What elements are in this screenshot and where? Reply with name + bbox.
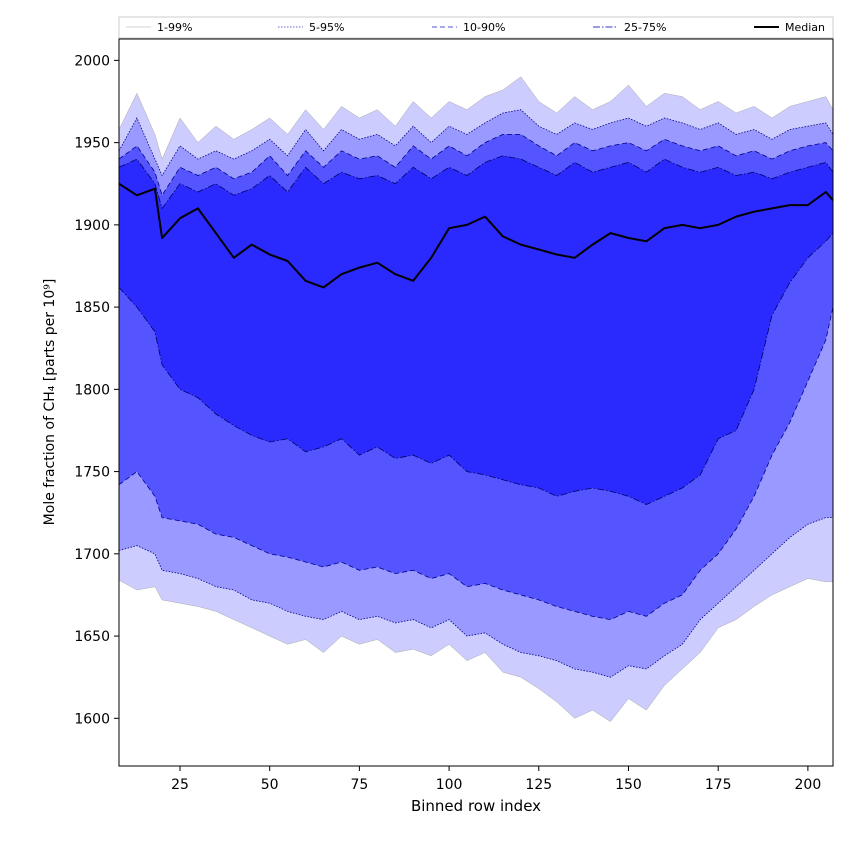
legend-label: 5-95%: [309, 21, 344, 34]
x-tick-label: 200: [795, 777, 822, 793]
y-tick-label: 2000: [74, 53, 110, 69]
x-tick-label: 100: [436, 777, 463, 793]
median-line: [118, 182, 834, 289]
x-tick-label: 150: [615, 777, 642, 793]
y-tick-label: 1650: [74, 629, 110, 645]
x-tick-label: 50: [261, 777, 279, 793]
band-edge-upper-25-75pct: [118, 155, 834, 210]
y-tick-label: 1850: [74, 300, 110, 316]
x-tick-label: 75: [350, 777, 368, 793]
median-layer: [118, 182, 834, 289]
legend-box: [118, 16, 834, 39]
x-tick-label: 25: [171, 777, 189, 793]
band-edge-lower-10-90pct: [118, 307, 834, 621]
x-tick-label: 175: [705, 777, 732, 793]
edge-layer: [118, 76, 834, 722]
band-edge-upper-1-99pct: [118, 76, 834, 160]
legend: 1-99% 5-95% 10-90% 25-75% Median: [118, 16, 834, 39]
band-edge-lower-1-99pct: [118, 578, 833, 722]
band-layer: [119, 76, 833, 722]
y-axis-label: Mole fraction of CH₄ [parts per 10⁹]: [42, 279, 58, 526]
legend-label: 10-90%: [463, 21, 505, 34]
y-tick-label: 1950: [74, 136, 110, 152]
y-tick-label: 1600: [74, 711, 110, 727]
x-tick-label: 125: [525, 777, 552, 793]
x-axis: 25 50 75 100 125 150 175 200: [171, 766, 821, 793]
legend-label: Median: [785, 21, 825, 34]
x-axis-label: Binned row index: [411, 797, 541, 815]
band-edge-upper-10-90pct: [118, 133, 834, 197]
band-25-75pct: [119, 155, 833, 505]
y-tick-label: 1700: [74, 547, 110, 563]
y-tick-label: 1800: [74, 382, 110, 398]
y-axis: 1600 1650 1700 1750 1800 1850 1900 1950 2000: [74, 53, 119, 727]
band-edge-lower-5-95pct: [118, 517, 833, 678]
y-tick-label: 1750: [74, 465, 110, 481]
legend-label: 25-75%: [624, 21, 666, 34]
legend-label: 1-99%: [157, 21, 192, 34]
y-tick-label: 1900: [74, 218, 110, 234]
plot-frame: [118, 38, 834, 767]
band-edge-upper-5-95pct: [118, 109, 834, 177]
